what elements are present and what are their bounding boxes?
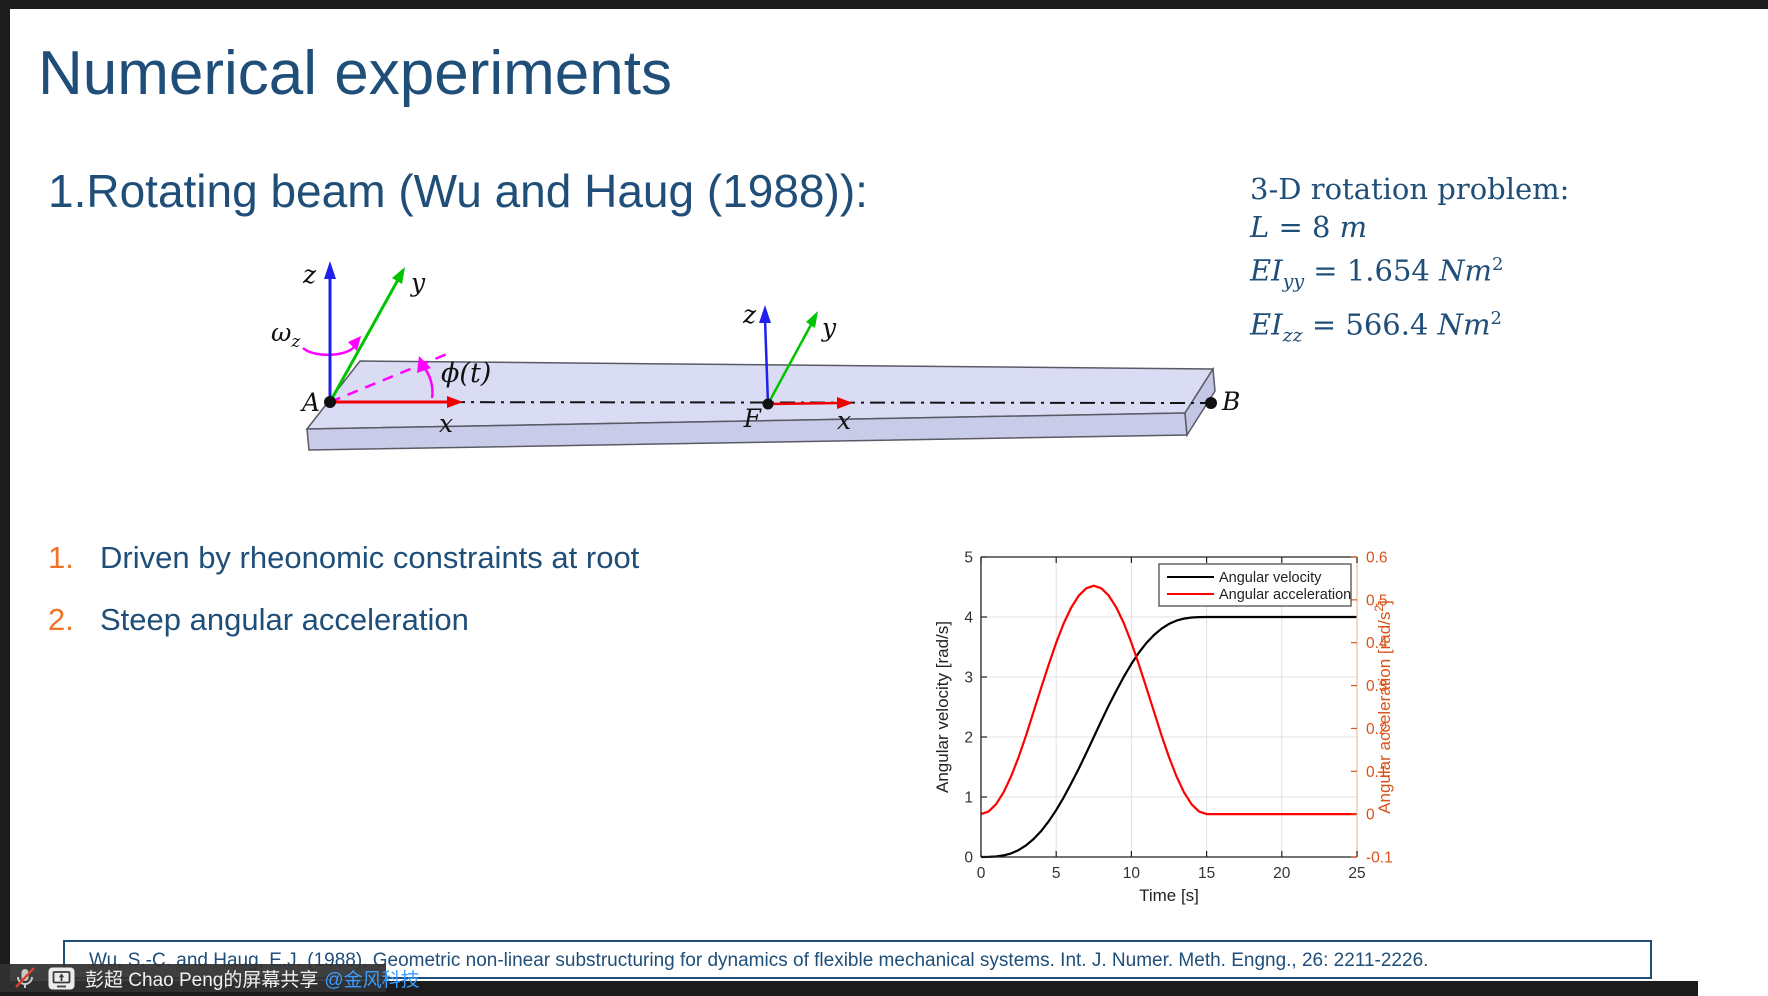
label-x-F: x bbox=[837, 406, 851, 435]
bullet-text: Driven by rheonomic constraints at root bbox=[100, 540, 640, 575]
y-axis-F-arrowhead bbox=[806, 311, 818, 328]
label-F: F bbox=[743, 404, 763, 433]
z-axis-F-arrowhead bbox=[759, 305, 771, 323]
param-length: L = 8 m bbox=[1250, 210, 1368, 244]
list-item: 1. Driven by rheonomic constraints at ro… bbox=[48, 540, 868, 602]
beam-end-face bbox=[1184, 366, 1216, 438]
node-B-dot bbox=[1205, 397, 1217, 409]
screen-share-overlay: 彭超 Chao Peng的屏幕共享 @金风科技 bbox=[0, 964, 420, 992]
right-y-tick-label: 0.1 bbox=[1366, 764, 1388, 781]
x-tick-label: 0 bbox=[977, 865, 986, 882]
label-A: A bbox=[300, 388, 320, 417]
label-z-A: z bbox=[302, 260, 317, 289]
x-tick-label: 25 bbox=[1348, 865, 1365, 882]
window-frame-top bbox=[0, 0, 1768, 9]
left-y-tick-label: 4 bbox=[964, 610, 973, 627]
left-y-tick-label: 2 bbox=[964, 730, 973, 747]
param-EIyy: EIyy = 1.654 Nm2 bbox=[1250, 253, 1504, 293]
x-tick-label: 5 bbox=[1052, 865, 1061, 882]
rotated-axis-dashed-line bbox=[329, 352, 448, 404]
x-axis-F-arrowhead bbox=[837, 397, 853, 409]
param-EIzz: EIzz = 566.4 Nm2 bbox=[1250, 308, 1502, 347]
node-A-dot bbox=[324, 396, 336, 408]
label-y-A: y bbox=[410, 268, 426, 297]
left-y-tick-label: 5 bbox=[964, 550, 973, 567]
x-axis-F bbox=[767, 401, 841, 406]
z-axis-F bbox=[763, 318, 770, 405]
right-y-tick-label: 0.5 bbox=[1366, 592, 1388, 609]
label-B: B bbox=[1221, 387, 1240, 416]
label-phi-t: ϕ(t) bbox=[441, 358, 491, 389]
right-y-tick-label: -0.1 bbox=[1366, 850, 1393, 867]
bullet-number: 1. bbox=[48, 540, 74, 575]
bullet-text: Steep angular acceleration bbox=[100, 602, 469, 637]
y-axis-F bbox=[766, 320, 815, 405]
beam-diagram: A B F z y x z y x ωz ϕ(t) bbox=[271, 260, 1240, 451]
right-y-tick-label: 0.2 bbox=[1366, 721, 1388, 738]
bullet-list: 1. Driven by rheonomic constraints at ro… bbox=[48, 540, 868, 664]
phi-arc-arrowhead bbox=[417, 356, 431, 373]
x-tick-label: 15 bbox=[1198, 865, 1215, 882]
window-frame-bottom bbox=[0, 981, 1698, 996]
legend-box bbox=[1158, 563, 1352, 607]
label-y-F: y bbox=[821, 313, 837, 342]
window-frame-left bbox=[0, 0, 10, 996]
x-tick-label: 20 bbox=[1273, 865, 1291, 882]
label-x-A: x bbox=[439, 409, 453, 438]
share-bar-text: 彭超 Chao Peng的屏幕共享 bbox=[85, 969, 319, 991]
label-omega-z: ωz bbox=[271, 318, 301, 352]
screen-share-icon bbox=[48, 967, 75, 989]
angular-acceleration-curve bbox=[980, 584, 1357, 816]
label-z-F: z bbox=[742, 300, 757, 329]
list-item: 2. Steep angular acceleration bbox=[48, 602, 868, 664]
reference-text: Wu, S.-C. and Haug, E.J. (1988), Geometr… bbox=[89, 950, 1429, 971]
left-y-tick-label: 3 bbox=[964, 670, 973, 687]
problem-parameters: 3-D rotation problem: L = 8 m EIyy = 1.6… bbox=[1250, 170, 1569, 355]
problem-title: 3-D rotation problem: bbox=[1250, 172, 1570, 206]
slide-heading: 1.Rotating beam (Wu and Haug (1988)): bbox=[48, 165, 868, 217]
right-y-tick-label: 0.6 bbox=[1366, 550, 1388, 567]
right-y-tick-label: 0 bbox=[1366, 807, 1375, 824]
x-axis-A-arrowhead bbox=[447, 396, 463, 408]
omega-rotation-arc bbox=[302, 343, 357, 357]
left-y-axis-label: Angular velocity [rad/s] bbox=[935, 621, 952, 793]
omega-arc-arrowhead bbox=[348, 336, 361, 351]
right-y-axis-label: Angular acceleration [rad/s2] bbox=[1372, 600, 1394, 814]
mic-muted-icon bbox=[15, 967, 35, 988]
right-y-tick-label: 0.3 bbox=[1366, 678, 1388, 695]
x-tick-label: 10 bbox=[1123, 865, 1141, 882]
z-axis-A-arrowhead bbox=[324, 261, 336, 279]
angular-velocity-curve bbox=[980, 615, 1357, 859]
bullet-number: 2. bbox=[48, 602, 74, 637]
y-axis-A-arrowhead bbox=[392, 267, 405, 284]
angular-velocity-acceleration-chart: 0 5 10 15 20 25 0 1 2 3 4 5 -0.1 0 0.1 0.2 0.3 0.4 0.5 0.6 T… bbox=[935, 550, 1394, 906]
beam-centerline bbox=[329, 401, 1210, 404]
y-axis-A bbox=[328, 277, 401, 403]
left-y-tick-label: 1 bbox=[964, 790, 973, 807]
left-y-tick-label: 0 bbox=[964, 850, 973, 867]
right-y-tick-label: 0.4 bbox=[1366, 635, 1388, 652]
legend-entry-label: Angular acceleration bbox=[1219, 587, 1351, 603]
x-axis-label: Time [s] bbox=[1139, 886, 1199, 905]
legend-entry-label: Angular velocity bbox=[1219, 570, 1322, 586]
node-F-dot bbox=[762, 398, 774, 410]
slide-title: Numerical experiments bbox=[38, 39, 672, 108]
share-bar-company-link[interactable]: @金风科技 bbox=[324, 969, 420, 991]
